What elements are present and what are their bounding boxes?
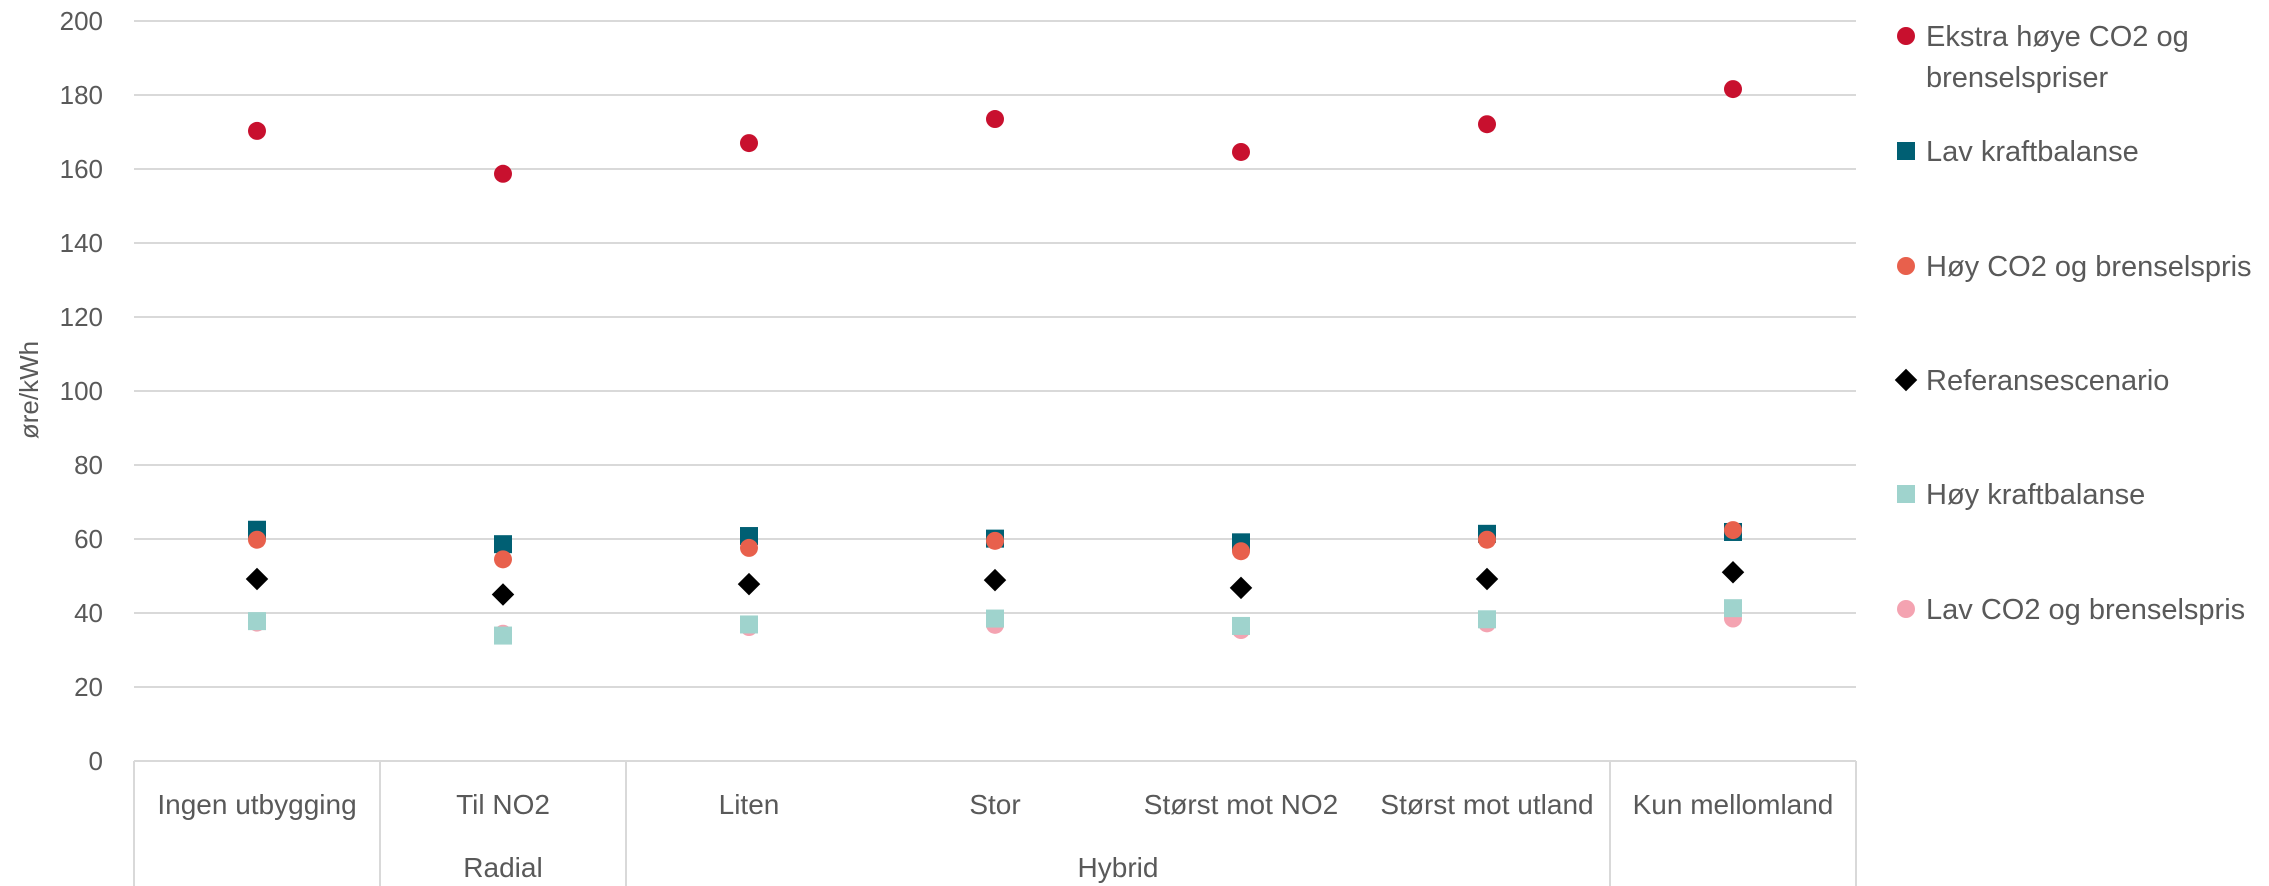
y-tick-label: 80 [74,450,103,480]
y-axis: 0 20 40 60 80 100 120 140 160 180 200 [60,6,103,776]
y-tick-label: 20 [74,672,103,702]
data-point [491,583,515,606]
x-category-label: Til NO2 [456,789,550,820]
legend-marker [1894,368,1918,392]
legend-marker [1897,485,1915,503]
legend-label: Lav CO2 og brenselspris [1926,594,2245,626]
data-points [245,80,1745,645]
y-tick-label: 0 [89,746,103,776]
x-group-label: Radial [463,852,542,883]
legend-marker [1897,27,1915,45]
data-point [986,531,1004,550]
data-point [1232,542,1250,561]
y-tick-label: 100 [60,376,103,406]
x-category-label: Ingen utbygging [157,789,356,820]
data-point [248,612,266,631]
legend-label: Ekstra høye CO2 og [1926,21,2189,53]
data-point [1724,521,1742,540]
data-point [1232,616,1250,635]
legend-label: Lav kraftbalanse [1926,136,2139,168]
data-point [986,110,1004,129]
data-point [740,538,758,557]
y-tick-label: 120 [60,302,103,332]
data-point [1724,80,1742,99]
x-category-label: Størst mot utland [1380,789,1593,820]
data-point [494,626,512,645]
data-point [1724,599,1742,618]
x-axis: Ingen utbygging Til NO2 Liten Stor Størst mo… [133,760,1857,886]
legend-marker [1897,600,1915,618]
data-point [245,567,269,591]
y-axis-label: øre/kWh [14,341,44,439]
y-tick-label: 60 [74,524,103,554]
data-point [248,121,266,140]
data-point [494,535,512,554]
data-point [494,164,512,183]
data-point [1721,561,1745,584]
data-point [737,572,761,596]
y-tick-label: 40 [74,598,103,628]
legend: Ekstra høye CO2 og brenselspriser Lav kraf… [1894,21,2252,626]
data-point [1232,142,1250,161]
x-group-label: Hybrid [1078,852,1159,883]
data-point [1229,576,1253,600]
legend-label: Referansescenario [1926,365,2169,397]
data-point [248,530,266,549]
y-tick-label: 140 [60,228,103,258]
data-point [1478,115,1496,134]
y-tick-label: 160 [60,154,103,184]
legend-label: brenselspriser [1926,62,2108,94]
data-point [983,568,1007,592]
legend-label: Høy CO2 og brenselspris [1926,251,2252,283]
data-point [1475,567,1499,591]
data-point [494,550,512,569]
x-category-label: Stor [969,789,1020,820]
legend-marker [1897,257,1915,275]
x-category-label: Kun mellomland [1633,789,1834,820]
legend-marker [1897,142,1915,160]
x-category-label: Liten [719,789,780,820]
data-point [740,134,758,153]
gridlines [134,20,1856,688]
data-point [1478,610,1496,629]
legend-label: Høy kraftbalanse [1926,479,2145,511]
data-point [1478,530,1496,549]
data-point [740,615,758,634]
y-tick-label: 180 [60,80,103,110]
data-point [986,609,1004,628]
x-category-label: Størst mot NO2 [1144,789,1338,820]
y-tick-label: 200 [60,6,103,36]
